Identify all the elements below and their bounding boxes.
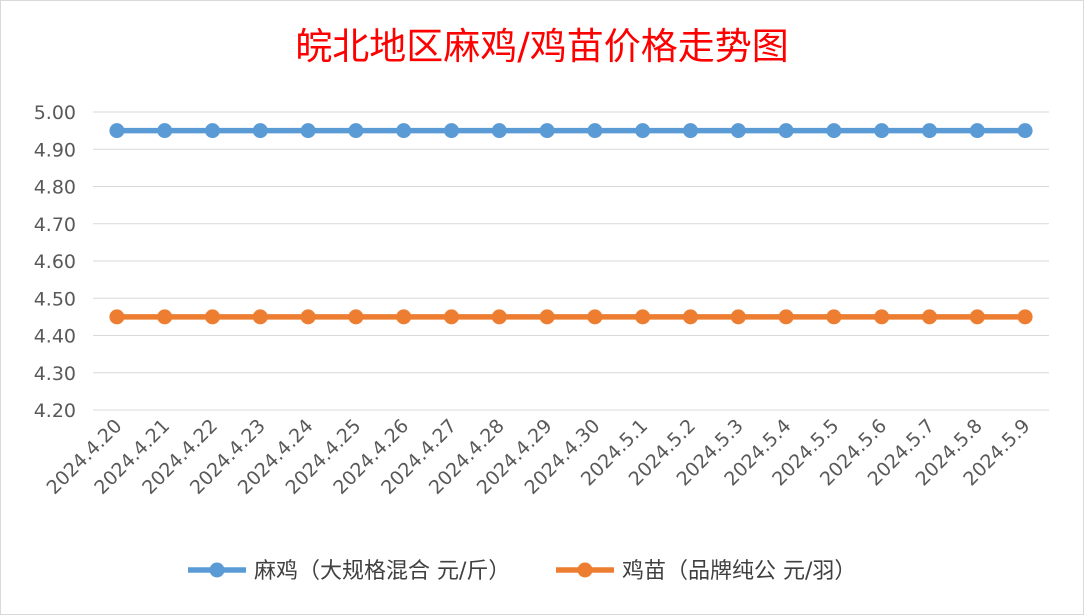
data-point [635, 309, 651, 325]
data-point [778, 309, 794, 325]
data-point [348, 309, 364, 325]
y-tick-label: 5.00 [34, 102, 76, 124]
data-point [300, 123, 316, 139]
chart-title: 皖北地区麻鸡/鸡苗价格走势图 [295, 25, 788, 68]
data-point [635, 123, 651, 139]
data-point [205, 123, 220, 139]
legend-swatch-marker [209, 562, 225, 578]
data-point [969, 309, 985, 325]
data-point [730, 123, 746, 139]
data-point [587, 309, 603, 325]
data-point [109, 123, 125, 139]
data-point [157, 309, 173, 325]
data-point [730, 309, 746, 325]
data-point [396, 309, 412, 325]
data-point [252, 123, 268, 139]
data-point [444, 123, 459, 139]
data-point [491, 309, 507, 325]
data-point [300, 309, 316, 325]
data-point [1017, 309, 1033, 325]
y-tick-label: 4.60 [34, 251, 76, 273]
y-tick-label: 4.20 [34, 400, 76, 422]
legend: 麻鸡（大规格混合 元/斤） 鸡苗（品牌纯公 元/羽） [188, 559, 856, 584]
data-point [109, 309, 125, 325]
data-point [157, 123, 173, 139]
data-point [396, 123, 412, 139]
data-point [683, 309, 698, 325]
y-tick-label: 4.80 [34, 177, 76, 199]
data-point [826, 309, 842, 325]
data-point [539, 309, 555, 325]
data-point [874, 309, 890, 325]
data-point [1017, 123, 1033, 139]
y-tick-label: 4.70 [34, 214, 76, 236]
y-tick-label: 4.30 [34, 363, 76, 385]
legend-item-2: 鸡苗（品牌纯公 元/羽） [556, 559, 856, 584]
x-axis-ticks: 2024.4.202024.4.212024.4.222024.4.232024… [42, 415, 1034, 499]
data-point [969, 123, 985, 139]
data-point [922, 123, 937, 139]
y-tick-label: 4.40 [34, 326, 76, 348]
y-tick-label: 4.90 [34, 139, 76, 161]
legend-label: 鸡苗（品牌纯公 元/羽） [622, 559, 856, 584]
y-tick-label: 4.50 [34, 288, 76, 310]
y-axis-ticks: 4.20 4.30 4.40 4.50 4.60 4.70 4.80 4.90 5.00 [34, 102, 76, 422]
data-point [778, 123, 794, 139]
data-point [826, 123, 842, 139]
series-1 [109, 123, 1033, 139]
legend-label: 麻鸡（大规格混合 元/斤） [254, 559, 510, 584]
legend-swatch-marker [577, 562, 593, 578]
grid-lines [93, 111, 1049, 411]
data-point [587, 123, 603, 139]
data-point [252, 309, 268, 325]
data-point [491, 123, 507, 139]
data-point [444, 309, 459, 325]
series-2 [109, 309, 1033, 325]
legend-item-1: 麻鸡（大规格混合 元/斤） [188, 559, 510, 584]
data-point [205, 309, 220, 325]
data-point [922, 309, 937, 325]
data-point [539, 123, 555, 139]
data-point [683, 123, 698, 139]
data-point [874, 123, 890, 139]
series-group [109, 123, 1033, 325]
data-point [348, 123, 364, 139]
